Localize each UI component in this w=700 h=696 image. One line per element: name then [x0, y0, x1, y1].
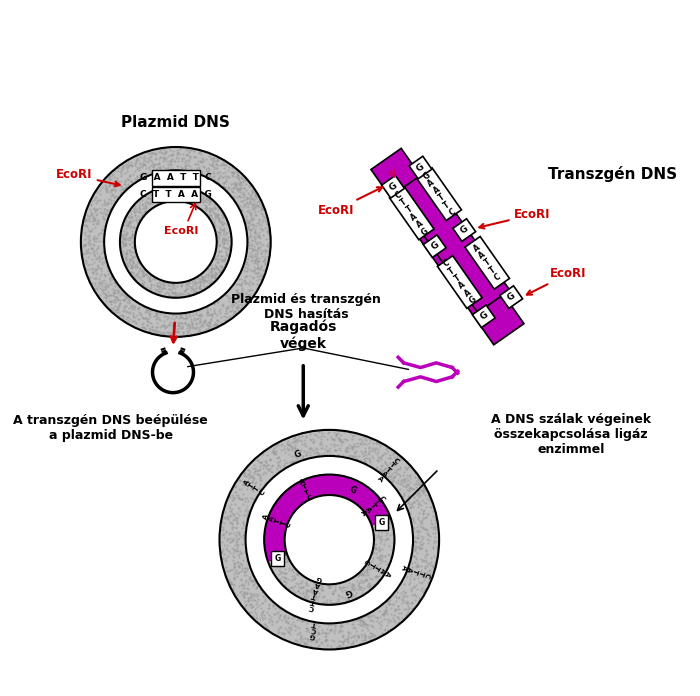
FancyBboxPatch shape: [271, 551, 284, 566]
Circle shape: [120, 186, 232, 298]
Text: G: G: [274, 554, 281, 563]
Text: G: G: [343, 586, 353, 596]
Polygon shape: [453, 219, 475, 242]
Text: G: G: [458, 224, 470, 236]
Circle shape: [220, 430, 439, 649]
Text: EcoRI: EcoRI: [480, 208, 551, 228]
Text: G
A
A
T
T
C: G A A T T C: [421, 171, 457, 218]
Text: G: G: [379, 519, 384, 527]
FancyBboxPatch shape: [375, 515, 388, 530]
Text: EcoRI: EcoRI: [318, 187, 382, 216]
Text: C
T
T
A
A
G: C T T A A G: [442, 258, 478, 306]
Text: C
T
T
A
A
G: C T T A A G: [393, 189, 430, 237]
Circle shape: [264, 475, 394, 605]
Polygon shape: [473, 305, 495, 328]
FancyBboxPatch shape: [152, 187, 200, 203]
Text: C
T
T
A
A: C T T A A: [359, 495, 386, 517]
Text: G: G: [387, 181, 399, 193]
Text: G: G: [505, 292, 517, 303]
Polygon shape: [438, 255, 482, 308]
Circle shape: [81, 147, 271, 337]
Circle shape: [104, 171, 247, 314]
Text: C
T
T
A
A: C T T A A: [400, 563, 430, 578]
Text: C  T  T  A  A  G: C T T A A G: [140, 190, 211, 199]
Circle shape: [135, 201, 217, 283]
Text: A
T
T
C: A T T C: [299, 478, 314, 502]
Text: G: G: [293, 449, 303, 459]
Text: Plazmid és transzgén
DNS hasítás: Plazmid és transzgén DNS hasítás: [231, 293, 381, 321]
Text: C
T
T
A
A
G: C T T A A G: [308, 575, 323, 611]
Polygon shape: [424, 235, 446, 258]
Polygon shape: [465, 237, 510, 289]
Text: G: G: [415, 161, 426, 173]
Circle shape: [246, 456, 413, 624]
Text: G: G: [478, 310, 489, 322]
Text: G: G: [347, 484, 358, 496]
Text: G: G: [429, 240, 440, 252]
Circle shape: [285, 495, 374, 585]
Text: A transzgén DNS beépülése
a plazmid DNS-be: A transzgén DNS beépülése a plazmid DNS-…: [13, 414, 208, 442]
Text: G
C
T: G C T: [309, 620, 318, 639]
Wedge shape: [264, 475, 391, 562]
FancyBboxPatch shape: [152, 170, 200, 186]
Text: EcoRI: EcoRI: [164, 226, 199, 236]
Text: G  A  A  T  T  C: G A A T T C: [140, 173, 211, 182]
Text: C
T
T
A
A: C T T A A: [376, 457, 400, 483]
Text: Ragadós
végek: Ragadós végek: [270, 319, 337, 351]
Polygon shape: [417, 168, 461, 221]
Text: Plazmid DNS: Plazmid DNS: [121, 116, 230, 130]
Text: A
A
T
T
C: A A T T C: [262, 513, 293, 528]
Polygon shape: [382, 175, 405, 198]
Polygon shape: [389, 187, 434, 239]
Text: EcoRI: EcoRI: [55, 168, 120, 187]
PathPatch shape: [395, 171, 510, 313]
Polygon shape: [409, 157, 432, 179]
Text: A DNS szálak végeinek
összekapcsolása ligáz
enzimmel: A DNS szálak végeinek összekapcsolása li…: [491, 413, 651, 456]
Text: Transzgén DNS: Transzgén DNS: [548, 166, 677, 182]
Text: A
A
T
T
C: A A T T C: [363, 557, 391, 577]
Text: A
A
T
T
C: A A T T C: [472, 243, 503, 283]
Text: A
T
T
C: A T T C: [243, 478, 266, 496]
Polygon shape: [371, 148, 524, 345]
Polygon shape: [500, 286, 523, 308]
Text: EcoRI: EcoRI: [527, 267, 587, 294]
